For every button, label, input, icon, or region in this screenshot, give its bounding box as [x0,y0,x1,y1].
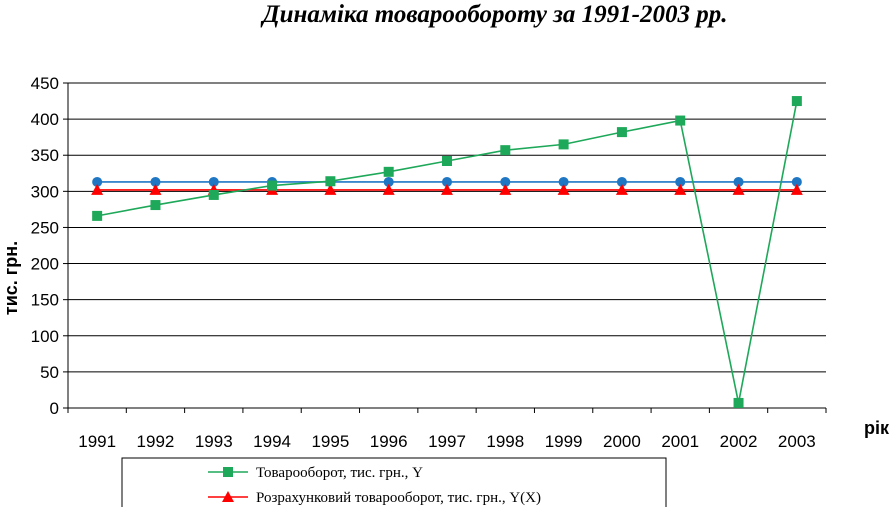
y-tick-label: 300 [31,182,59,201]
series-2-point [733,176,744,187]
series-2-point [791,176,802,187]
series-1-point [732,183,745,195]
x-tick-label: 1995 [311,432,349,451]
series-1-point [674,183,687,195]
series-2-point [616,176,627,187]
series-1-point [615,183,628,195]
series-2-point [442,176,452,187]
x-tick-label: 1996 [370,432,408,451]
legend-swatch-marker [222,491,234,502]
series-0-point [442,156,452,166]
series-1-point [382,183,395,195]
y-axis-label: тис. грн. [1,241,21,315]
y-tick-label: 350 [31,146,59,165]
y-tick-label: 250 [31,218,59,237]
x-tick-label: 2001 [661,432,699,451]
x-tick-label: 1999 [545,432,583,451]
series-1-point [149,183,162,195]
x-tick-labels: 1991 1992 1993 1994 1995 1996 1997 1998 1999 2000… [78,432,816,451]
x-tick-label: 1997 [428,432,466,451]
series-2-point [383,176,394,187]
legend-entry-label: Розрахунковий товарооборот, тис. грн., Y… [256,490,541,506]
x-tick-label: 2000 [603,432,641,451]
series-0-point [616,127,627,138]
x-tick-label: 2002 [720,432,758,451]
legend-box [121,457,667,507]
series-2-point [558,176,569,187]
series-0-point [92,210,103,221]
series-0-point [383,166,394,177]
legend: Товарооборот, тис. грн., Y Розрахунковий … [121,457,667,507]
series-2-point [208,176,219,187]
x-tick-label: 1991 [78,432,116,451]
legend-entry-label: Товарооборот, тис. грн., Y [256,465,423,481]
series-0-point [267,180,278,191]
series-2-point [500,176,511,187]
series-0-point [500,145,511,156]
y-tick-labels: 0 50 100 150 200 250 300 350 400 450 [31,74,59,418]
x-tick-label: 1994 [253,432,291,451]
y-tick-label: 0 [50,399,59,418]
series-0-point [558,139,569,150]
series-1-point [790,183,803,195]
series-1-point [557,183,570,195]
gridlines [68,82,826,373]
series-group [91,96,803,408]
series-2-point [92,176,103,187]
series-0-point [675,115,686,126]
series-0-point [791,96,802,107]
series-1-point [499,183,512,195]
y-tick-label: 400 [31,110,59,129]
series-1 [91,183,803,195]
y-tick-label: 100 [31,327,59,346]
y-tick-label: 150 [31,291,59,310]
x-tick-label: 1992 [137,432,175,451]
legend-swatch-marker [223,467,233,477]
series-0-point [325,176,336,187]
series-2-point [150,176,161,187]
x-tick-label: 1993 [195,432,233,451]
x-tick-label: 1998 [486,432,524,451]
series-0-point [208,189,219,200]
y-tick-label: 200 [31,255,59,274]
x-axis-label: рік [864,418,890,438]
series-1-point [324,183,337,195]
series-1-point [91,183,104,195]
y-tick-label: 50 [40,363,59,382]
x-tick-label: 2003 [778,432,816,451]
y-tick-label: 450 [31,74,59,93]
series-2 [92,176,802,187]
series-0-line [97,100,798,404]
series-0 [92,96,802,408]
series-2-point [675,176,686,187]
series-0-point [150,200,161,211]
series-1-point [441,183,453,195]
chart-title: Динаміка товарообороту за 1991-2003 рр. [261,1,728,28]
series-0-point [733,397,744,408]
axes [63,82,827,413]
